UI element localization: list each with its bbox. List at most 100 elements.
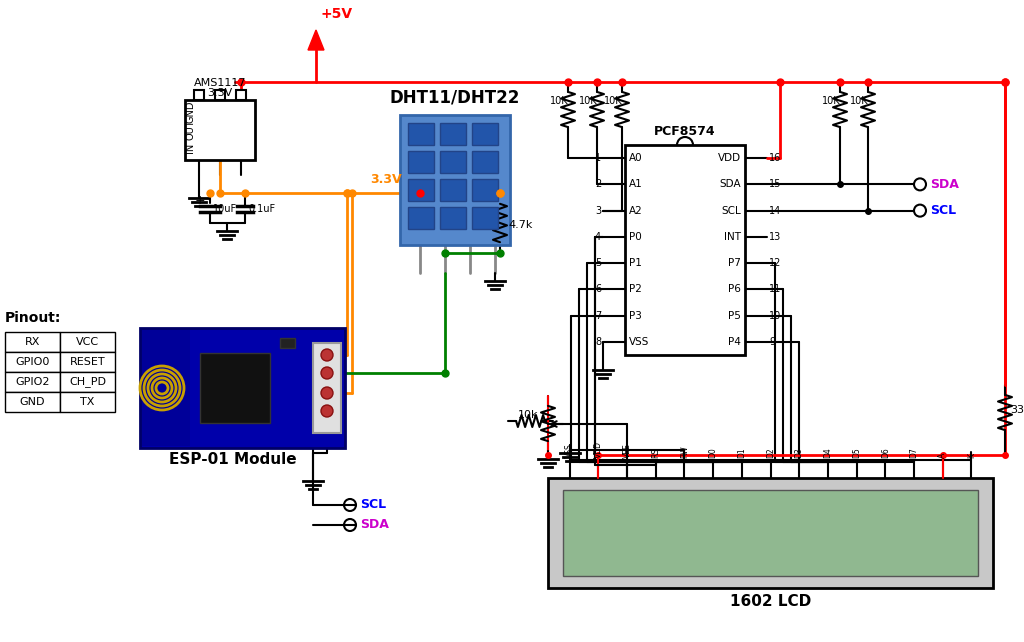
Bar (5, 332, 60, 352)
Bar (5, 392, 60, 412)
Text: A2: A2 (629, 205, 643, 216)
Bar (472, 207, 498, 229)
Circle shape (321, 349, 333, 361)
Text: VDD: VDD (718, 153, 741, 163)
Text: 1: 1 (595, 153, 601, 163)
Bar (194, 90, 204, 100)
Bar (472, 151, 498, 173)
Text: CH_PD: CH_PD (69, 377, 106, 388)
Text: 9: 9 (769, 337, 775, 347)
Text: 15: 15 (769, 179, 781, 189)
Bar (440, 123, 466, 145)
Text: 7: 7 (595, 311, 601, 320)
Bar (60, 372, 115, 392)
Text: A: A (938, 453, 947, 458)
Bar (472, 123, 498, 145)
Text: OUT: OUT (185, 119, 195, 141)
Circle shape (321, 387, 333, 399)
Text: P2: P2 (629, 284, 642, 295)
Text: GPIO0: GPIO0 (15, 357, 50, 367)
Text: K: K (967, 453, 976, 458)
Bar (408, 151, 434, 173)
Text: +: + (195, 194, 206, 207)
Text: P6: P6 (728, 284, 741, 295)
Text: D2: D2 (766, 447, 775, 458)
Text: P3: P3 (629, 311, 642, 320)
Text: 10: 10 (769, 311, 781, 320)
Bar (280, 338, 295, 348)
Circle shape (321, 367, 333, 379)
Bar (408, 123, 434, 145)
Text: 5: 5 (595, 258, 601, 268)
Text: 3.3V: 3.3V (208, 88, 232, 98)
Text: RW: RW (680, 446, 689, 458)
Text: ESP-01 Module: ESP-01 Module (169, 452, 296, 467)
Text: Pinout:: Pinout: (5, 311, 61, 325)
Text: GND: GND (185, 101, 195, 123)
Text: 10uF: 10uF (213, 204, 238, 214)
Text: 0.1uF: 0.1uF (248, 204, 275, 214)
Text: D7: D7 (909, 447, 919, 458)
Text: DHT11/DHT22: DHT11/DHT22 (390, 89, 520, 107)
Text: A1: A1 (629, 179, 643, 189)
Bar (548, 478, 993, 588)
Text: TX: TX (80, 397, 94, 407)
Bar (400, 115, 510, 245)
Text: 4: 4 (595, 232, 601, 242)
Bar (142, 330, 190, 446)
Bar (563, 490, 978, 576)
Bar (440, 207, 466, 229)
Text: D5: D5 (852, 447, 861, 458)
Text: 10K: 10K (604, 96, 623, 106)
Text: 12: 12 (769, 258, 781, 268)
Bar (60, 392, 115, 412)
Text: IN: IN (185, 143, 195, 153)
Text: 10K: 10K (579, 96, 598, 106)
Text: 10K: 10K (850, 96, 868, 106)
Text: 4.7k: 4.7k (508, 220, 532, 230)
Text: 330: 330 (1010, 405, 1024, 415)
Text: 16: 16 (769, 153, 781, 163)
Text: P5: P5 (728, 311, 741, 320)
Text: P0: P0 (629, 232, 642, 242)
Text: 6: 6 (595, 284, 601, 295)
Polygon shape (308, 30, 324, 50)
Text: RS: RS (651, 448, 660, 458)
Text: A0: A0 (629, 153, 643, 163)
Bar (200, 353, 270, 423)
Text: 13: 13 (769, 232, 781, 242)
Text: P4: P4 (728, 337, 741, 347)
Text: VSS: VSS (629, 337, 649, 347)
Bar (140, 328, 345, 448)
Text: 8: 8 (595, 337, 601, 347)
Text: 3.3V: 3.3V (370, 173, 401, 186)
Text: D0: D0 (709, 447, 718, 458)
Text: VCC: VCC (76, 337, 99, 347)
Bar (236, 90, 246, 100)
Bar (5, 352, 60, 372)
Text: 14: 14 (769, 205, 781, 216)
Bar (60, 352, 115, 372)
Text: AMS1117: AMS1117 (194, 78, 246, 88)
Text: 10K: 10K (550, 96, 568, 106)
Bar (408, 207, 434, 229)
Text: 2: 2 (595, 179, 601, 189)
Text: INT: INT (724, 232, 741, 242)
Circle shape (321, 405, 333, 417)
Text: +5V: +5V (321, 7, 353, 21)
Bar (440, 179, 466, 201)
Text: P1: P1 (629, 258, 642, 268)
Text: VDD: VDD (594, 441, 603, 458)
Text: GND: GND (19, 397, 45, 407)
Text: D3: D3 (795, 447, 804, 458)
Text: RX: RX (25, 337, 40, 347)
Text: SDA: SDA (360, 519, 389, 532)
Bar (408, 179, 434, 201)
Text: SDA: SDA (930, 178, 958, 191)
Text: VEE: VEE (623, 443, 632, 458)
Bar (60, 332, 115, 352)
Text: 10K: 10K (822, 96, 841, 106)
Text: PCF8574: PCF8574 (654, 125, 716, 138)
Bar (313, 343, 341, 433)
Bar (440, 151, 466, 173)
